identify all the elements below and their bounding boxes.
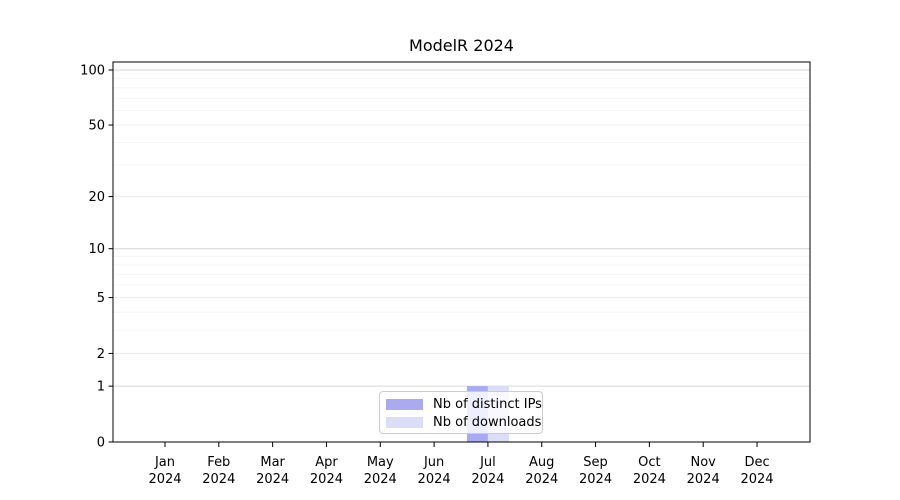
y-tick-label-20: 20 xyxy=(88,190,105,205)
x-tick-label-feb: Feb 2024 xyxy=(202,455,235,487)
y-tick-label-0: 0 xyxy=(97,436,105,451)
chart-title: ModelR 2024 xyxy=(409,36,514,55)
x-tick-label-oct: Oct 2024 xyxy=(633,455,666,487)
legend-entry-downloads: Nb of downloads xyxy=(386,413,541,431)
x-tick-label-nov: Nov 2024 xyxy=(687,455,720,487)
legend-label-distinct-ips: Nb of distinct IPs xyxy=(433,396,542,412)
x-tick-label-jun: Jun 2024 xyxy=(418,455,451,487)
legend-swatch-distinct-ips-icon xyxy=(386,398,423,410)
x-tick-label-jan: Jan 2024 xyxy=(148,455,181,487)
y-tick-label-100: 100 xyxy=(80,63,105,78)
x-tick-label-may: May 2024 xyxy=(364,455,397,487)
x-tick-label-jul: Jul 2024 xyxy=(471,455,504,487)
y-tick-label-10: 10 xyxy=(88,242,105,257)
plot-border xyxy=(112,61,811,443)
x-tick-label-sep: Sep 2024 xyxy=(579,455,612,487)
y-tick-label-2: 2 xyxy=(97,347,105,362)
x-tick-label-mar: Mar 2024 xyxy=(256,455,289,487)
x-tick-label-dec: Dec 2024 xyxy=(740,455,773,487)
x-tick-label-aug: Aug 2024 xyxy=(525,455,558,487)
legend-swatch-downloads-icon xyxy=(386,416,423,428)
legend-entry-distinct-ips: Nb of distinct IPs xyxy=(386,395,542,413)
legend: Nb of distinct IPs Nb of downloads xyxy=(379,391,543,434)
y-tick-label-5: 5 xyxy=(97,291,105,306)
y-tick-label-1: 1 xyxy=(97,380,105,395)
y-tick-label-50: 50 xyxy=(88,119,105,134)
legend-label-downloads: Nb of downloads xyxy=(433,414,542,430)
x-tick-label-apr: Apr 2024 xyxy=(310,455,343,487)
